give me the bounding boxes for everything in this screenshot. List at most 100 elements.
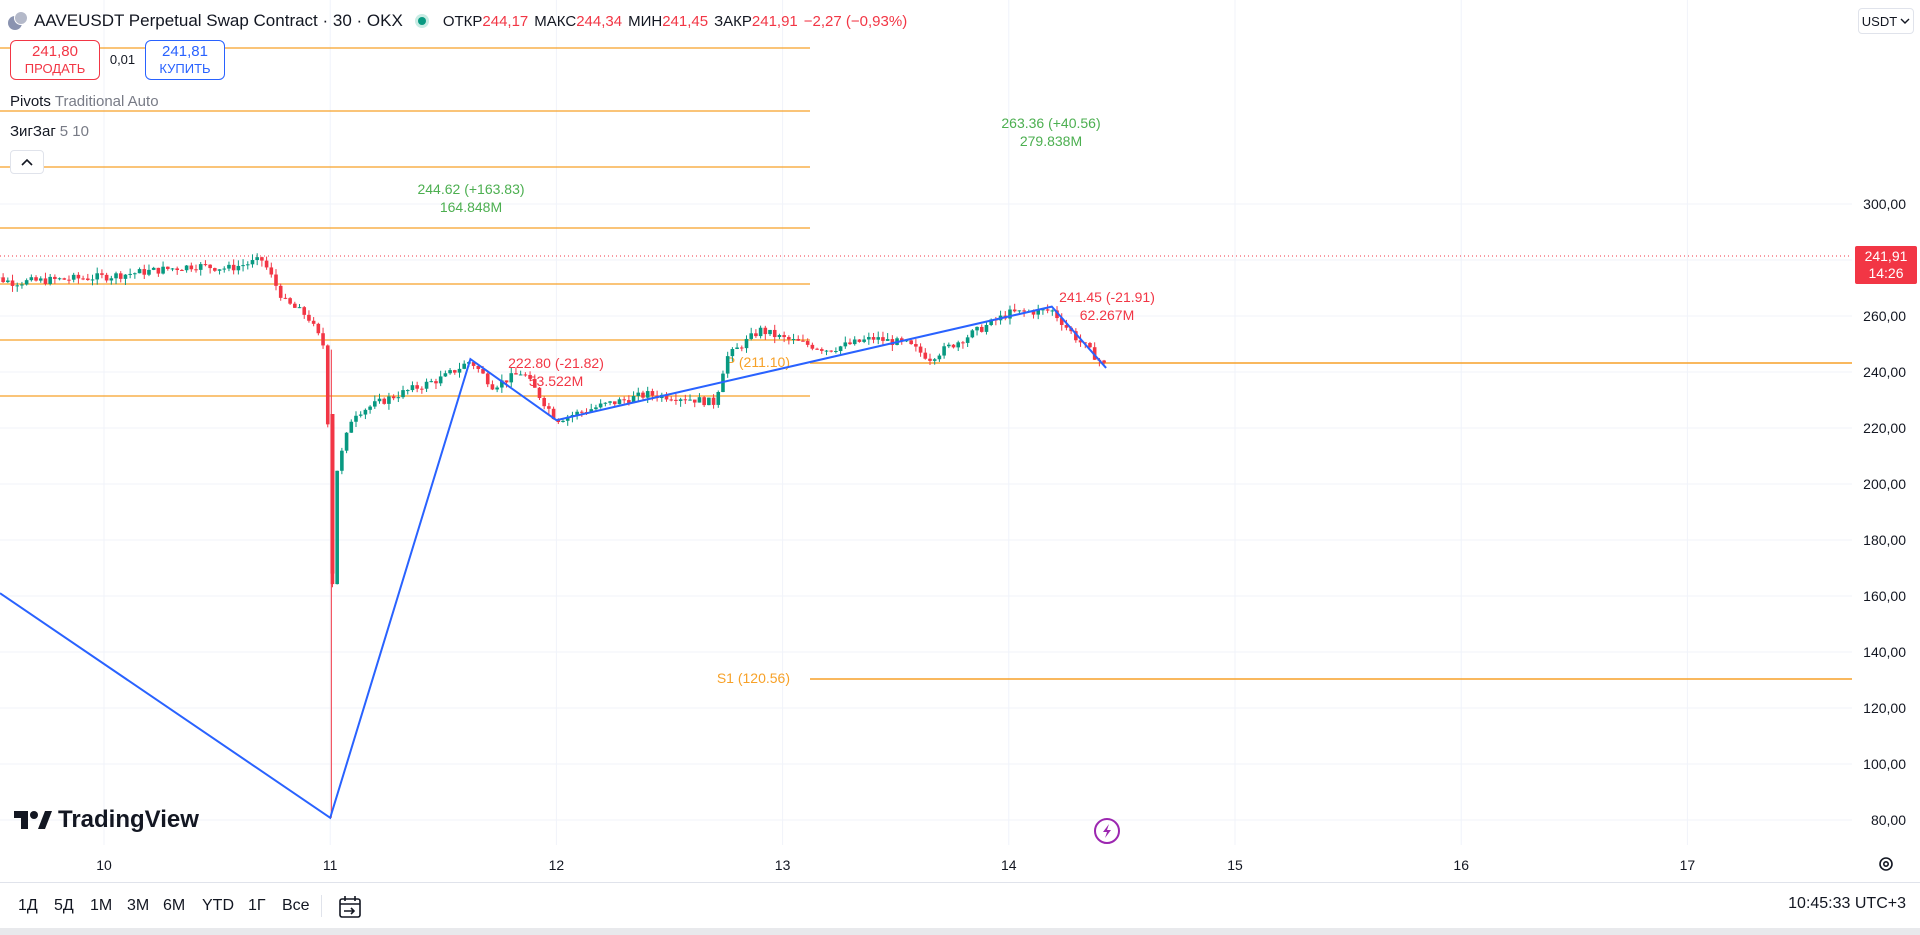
candle-body xyxy=(612,401,617,405)
candle-body xyxy=(899,338,904,341)
candle-body xyxy=(1059,318,1064,325)
candle-body xyxy=(876,337,881,340)
candle-body xyxy=(368,406,372,410)
chevron-up-icon xyxy=(21,158,33,166)
candle-body xyxy=(62,278,67,280)
candle-body xyxy=(495,387,499,390)
candle-body xyxy=(6,280,10,283)
candle-body xyxy=(118,273,123,279)
candle-body xyxy=(335,470,339,585)
candle-body xyxy=(669,399,674,401)
candle-body xyxy=(410,385,415,391)
candle-body xyxy=(95,273,100,280)
candle-body xyxy=(147,269,151,275)
gear-icon[interactable] xyxy=(1876,854,1896,874)
range-6m-button[interactable]: 6М xyxy=(163,897,186,914)
candle-body xyxy=(170,268,175,270)
indicator-pivots[interactable]: Pivots Traditional Auto xyxy=(10,93,159,110)
candle-body xyxy=(86,278,90,281)
candle-body xyxy=(551,408,556,420)
symbol-legend: AAVEUSDT Perpetual Swap Contract · 30 · … xyxy=(8,8,907,34)
candle-body xyxy=(321,333,325,346)
candle-body xyxy=(307,314,311,321)
candle-body xyxy=(627,400,631,403)
collapse-legend-button[interactable] xyxy=(10,150,44,174)
candle-body xyxy=(678,399,683,401)
candle-body xyxy=(1050,310,1055,312)
candle-body xyxy=(1008,309,1012,319)
range-3m-button[interactable]: 3М xyxy=(127,897,150,914)
clock-timezone[interactable]: 10:45:33 UTC+3 xyxy=(1788,895,1906,912)
candle-body xyxy=(165,266,170,269)
x-tick-label: 14 xyxy=(1001,857,1017,873)
candle-body xyxy=(424,381,429,389)
candle-body xyxy=(213,268,217,271)
range-all-button[interactable]: Все xyxy=(282,897,310,914)
pivot-p-label: P (211.10) xyxy=(726,354,790,370)
candle-body xyxy=(885,339,890,341)
candle-body xyxy=(815,348,819,350)
range-ytd-button[interactable]: YTD xyxy=(202,897,234,914)
candle-body xyxy=(142,269,147,275)
candle-body xyxy=(641,392,645,398)
candle-body xyxy=(184,265,189,271)
candle-body xyxy=(20,284,24,286)
logo-text: TradingView xyxy=(58,806,199,833)
candle-body xyxy=(1088,343,1092,348)
open-label: ОТКР xyxy=(442,12,483,30)
candle-body xyxy=(396,397,401,399)
candle-body xyxy=(947,344,951,347)
candle-body xyxy=(702,397,706,406)
candle-body xyxy=(311,320,316,324)
candle-body xyxy=(852,339,857,345)
candle-body xyxy=(914,344,918,347)
y-tick-label: 220,00 xyxy=(1863,420,1906,436)
candle-body xyxy=(180,270,184,272)
indicator-zigzag[interactable]: ЗигЗаг 5 10 xyxy=(10,123,89,140)
candle-body xyxy=(1078,340,1083,343)
open-value: 244,17 xyxy=(482,12,529,30)
candle-body xyxy=(57,278,62,280)
candle-body xyxy=(123,274,128,279)
candle-body xyxy=(1064,324,1069,328)
candle-body xyxy=(420,388,424,390)
change-value: −2,27 (−0,93%) xyxy=(803,12,908,30)
candle-body xyxy=(283,297,288,299)
symbol-title[interactable]: AAVEUSDT Perpetual Swap Contract · 30 · … xyxy=(34,11,403,30)
candle-body xyxy=(189,265,194,270)
candle-body xyxy=(711,397,716,405)
candle-body xyxy=(909,340,913,345)
indicator-params: Traditional Auto xyxy=(54,93,159,110)
candle-body xyxy=(763,327,768,335)
range-1m-button[interactable]: 1М xyxy=(90,897,113,914)
candle-body xyxy=(890,339,895,345)
candle-body xyxy=(241,265,245,267)
candle-body xyxy=(448,370,452,374)
tradingview-logo[interactable]: TradingView xyxy=(14,806,199,834)
range-1d-button[interactable]: 1Д xyxy=(18,897,38,914)
candle-body xyxy=(137,269,142,274)
y-tick-label: 160,00 xyxy=(1863,588,1906,604)
candle-body xyxy=(739,347,744,349)
candle-body xyxy=(29,277,34,281)
lightning-icon[interactable] xyxy=(1094,818,1120,844)
candle-body xyxy=(518,374,523,376)
candle-body xyxy=(923,352,928,359)
candle-body xyxy=(415,385,419,389)
market-status-icon[interactable] xyxy=(414,14,429,28)
calendar-goto-icon[interactable] xyxy=(336,893,364,921)
candle-body xyxy=(749,333,754,339)
candle-body xyxy=(274,274,278,286)
sell-label: ПРОДАТЬ xyxy=(24,61,86,76)
range-5d-button[interactable]: 5Д xyxy=(54,897,74,914)
currency-selector[interactable]: USDT xyxy=(1858,8,1914,34)
range-1y-button[interactable]: 1Г xyxy=(248,897,266,914)
sell-button[interactable]: 241,80 ПРОДАТЬ xyxy=(10,40,100,80)
candle-body xyxy=(217,269,222,271)
buy-label: КУПИТЬ xyxy=(159,61,211,76)
candle-body xyxy=(928,358,932,361)
candle-body xyxy=(594,407,598,410)
candle-body xyxy=(175,268,179,271)
buy-button[interactable]: 241,81 КУПИТЬ xyxy=(145,40,225,80)
